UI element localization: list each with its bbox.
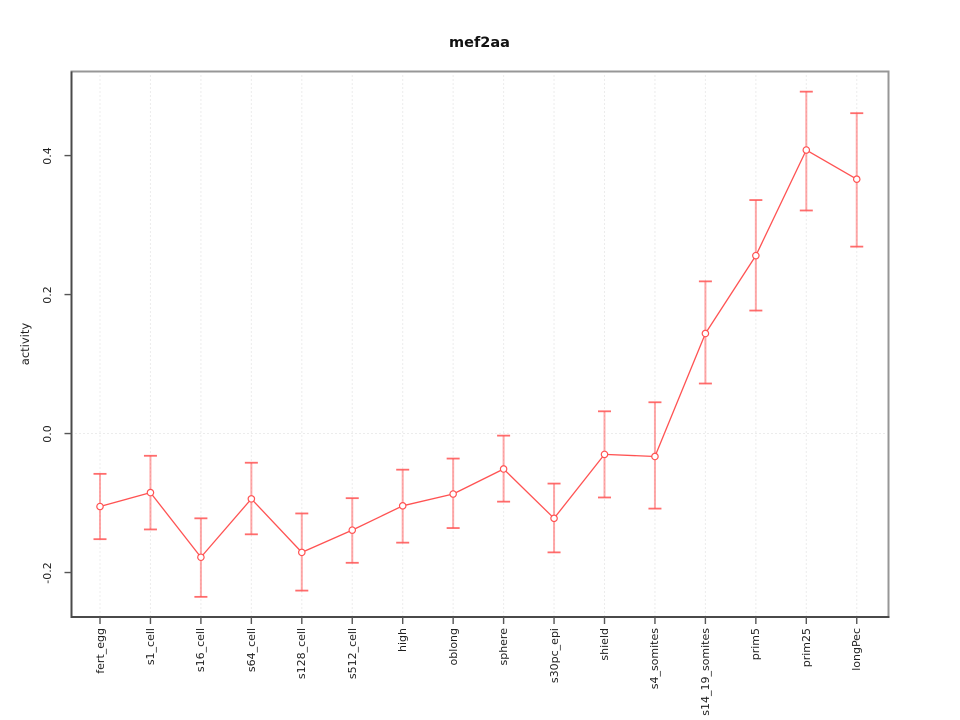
data-point-marker — [852, 175, 861, 184]
x-tick-label: s16_cell — [194, 628, 208, 673]
x-tick-label: high — [396, 628, 410, 652]
series-line-segment — [604, 453, 655, 458]
series-line-segment — [553, 453, 606, 519]
x-tick-label: fert_egg — [93, 628, 107, 674]
data-point-marker — [550, 514, 558, 523]
series-line-segment — [755, 149, 807, 256]
series-line-segment — [805, 149, 858, 180]
data-point-marker — [96, 502, 104, 511]
series-line-segment — [250, 498, 303, 553]
data-point-marker — [297, 548, 306, 557]
series-line-segment — [351, 505, 403, 531]
series-line-segment — [654, 333, 707, 457]
data-point-marker — [701, 329, 710, 338]
series-line-segment — [200, 498, 252, 558]
x-tick-label: prim5 — [749, 628, 763, 661]
series-line-segment — [149, 492, 202, 558]
data-point-marker — [247, 495, 256, 503]
x-tick-label: s30pc_epi — [547, 628, 561, 684]
y-tick-label: 0.4 — [41, 146, 54, 165]
data-point-marker — [802, 146, 811, 154]
x-tick-label: prim25 — [799, 628, 813, 668]
data-point-marker — [499, 465, 508, 473]
y-tick-label: 0.2 — [41, 285, 54, 304]
y-tick-label: -0.2 — [41, 561, 54, 584]
x-tick-label: longPec — [850, 628, 864, 671]
data-point-marker — [752, 251, 760, 260]
series-line-segment — [99, 491, 151, 508]
data-point-marker — [449, 490, 457, 498]
x-tick-label: s14_19_somites — [698, 628, 712, 716]
x-tick-label: oblong — [446, 628, 460, 666]
x-tick-label: s64_cell — [244, 628, 258, 673]
data-point-marker — [197, 553, 205, 562]
data-point-marker — [398, 502, 407, 510]
y-tick-label: 0.0 — [41, 424, 54, 443]
x-tick-label: s512_cell — [345, 628, 359, 680]
chart-title: mef2aa — [449, 35, 510, 51]
x-tick-label: s4_somites — [648, 628, 662, 690]
x-tick-label: shield — [598, 628, 611, 661]
x-tick-label: s1_cell — [143, 628, 157, 666]
x-tick-label: sphere — [497, 628, 511, 666]
x-tick-label: s128_cell — [295, 628, 309, 680]
series-line-segment — [301, 529, 353, 553]
data-point-marker — [146, 488, 155, 497]
series-line-segment — [452, 468, 504, 495]
y-axis-label: activity — [18, 323, 32, 366]
series-line-segment — [503, 468, 555, 519]
series-line-segment — [704, 255, 757, 334]
data-point-marker — [600, 450, 609, 459]
series-line-segment — [402, 493, 454, 507]
data-point-marker — [651, 452, 659, 461]
data-point-marker — [348, 526, 357, 534]
